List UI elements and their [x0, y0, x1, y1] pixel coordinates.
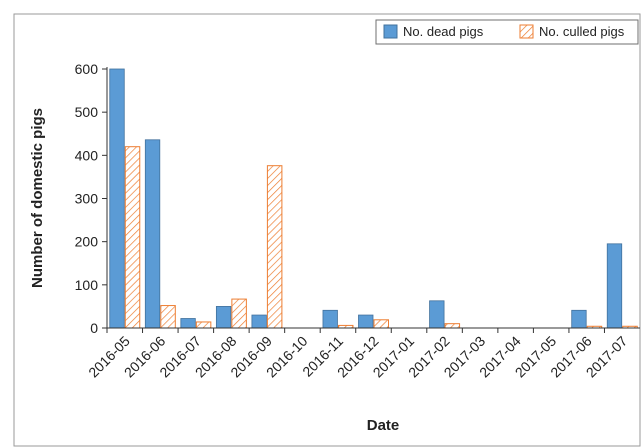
legend-frame: [375, 19, 639, 45]
bar-dead-pigs-2016-08: [215, 306, 232, 329]
y-tick-label: 0: [90, 320, 98, 336]
y-tick-label: 200: [75, 234, 99, 250]
bar-culled-pigs-2016-12: [373, 319, 389, 329]
legend-swatch-dead-pigs: [383, 24, 398, 39]
legend: No. dead pigs No. culled pigs: [375, 19, 639, 45]
y-tick-label: 500: [75, 104, 99, 120]
bar-dead-pigs-2016-12: [358, 314, 374, 329]
chart-frame: [13, 13, 641, 447]
bar-dead-pigs-2017-06: [571, 309, 587, 329]
bar-culled-pigs-2016-07: [195, 321, 212, 329]
y-axis: 0 100 200 300 400 500 600: [75, 61, 108, 336]
bar-dead-pigs-2016-07: [180, 318, 196, 329]
bar-dead-pigs-2017-07: [606, 243, 623, 329]
plot-area: [109, 68, 638, 329]
bar-culled-pigs-2016-08: [231, 298, 247, 329]
bar-dead-pigs-2017-02: [429, 300, 445, 329]
legend-label-culled-pigs: No. culled pigs: [539, 24, 625, 39]
y-axis-title: Number of domestic pigs: [29, 108, 46, 288]
y-tick-label: 600: [75, 61, 99, 77]
bar-culled-pigs-2017-02: [444, 323, 461, 329]
bar-culled-pigs-2016-05: [124, 146, 141, 329]
bar-dead-pigs-2016-06: [144, 139, 161, 329]
y-tick-label: 400: [75, 147, 99, 163]
bar-dead-pigs-2016-09: [251, 314, 267, 329]
bar-dead-pigs-2016-05: [109, 68, 125, 329]
x-axis-title: Date: [367, 417, 400, 434]
legend-label-dead-pigs: No. dead pigs: [403, 24, 484, 39]
bar-dead-pigs-2016-11: [322, 309, 338, 329]
y-tick-label: 100: [75, 277, 99, 293]
y-tick-label: 300: [75, 191, 99, 207]
bar-culled-pigs-2016-06: [160, 305, 176, 329]
legend-swatch-culled-pigs: [519, 24, 534, 39]
bar-culled-pigs-2016-09: [266, 165, 283, 329]
